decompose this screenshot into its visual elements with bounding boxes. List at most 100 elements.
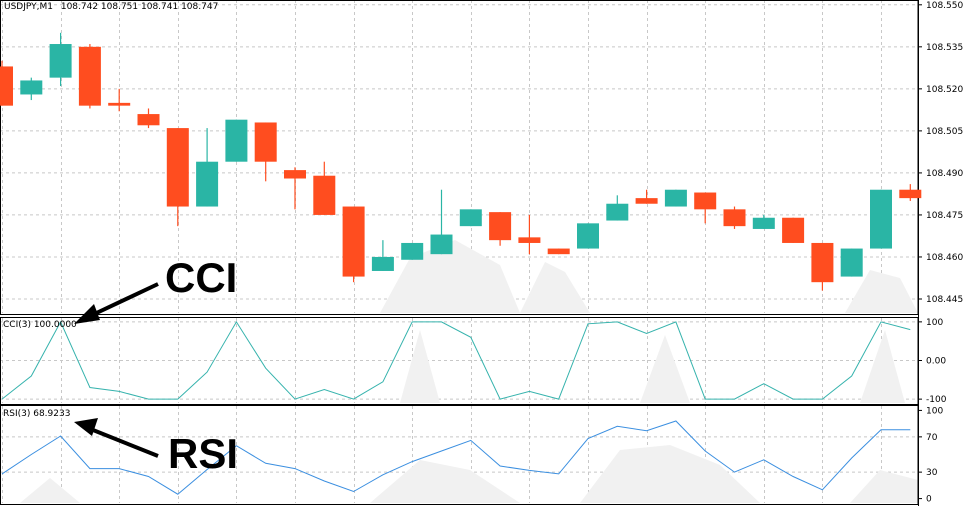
- candle-body: [284, 170, 306, 179]
- candle: [225, 119, 248, 162]
- candle-body: [108, 102, 131, 106]
- shade-shape: [845, 270, 918, 313]
- rsi-line: [1, 420, 911, 495]
- candle-body: [0, 66, 13, 106]
- candle-body: [430, 234, 453, 255]
- candle-body: [78, 46, 101, 106]
- indicator-tick-label: 0: [926, 495, 932, 505]
- candle: [664, 189, 687, 207]
- rsi-callout-arrow: [74, 418, 159, 458]
- candle: [254, 122, 277, 182]
- candle: [284, 167, 306, 210]
- candle: [606, 195, 629, 221]
- candle-body: [49, 44, 72, 78]
- candle-body: [664, 189, 687, 207]
- candle: [577, 223, 599, 249]
- indicator-tick-label: 30: [926, 468, 938, 478]
- candle: [78, 44, 101, 109]
- shade-shape: [400, 330, 440, 403]
- candle-body: [313, 175, 336, 215]
- ohlc-values: 108.742 108.751 108.741 108.747: [61, 2, 218, 12]
- candle-body: [547, 248, 570, 255]
- candle-body: [723, 209, 746, 227]
- candle: [840, 248, 863, 277]
- price-tick-label: 108.550: [926, 1, 963, 11]
- price-tick-label: 108.445: [926, 295, 963, 305]
- cci-axis: 100 0.00 -100: [918, 318, 947, 405]
- symbol-header: USDJPY,M1 108.742 108.751 108.741 108.74…: [4, 2, 218, 12]
- candle-body: [371, 256, 394, 271]
- shade-shape: [580, 445, 760, 503]
- indicator-tick-label: 0.00: [926, 357, 946, 367]
- price-tick-label: 108.535: [926, 43, 963, 53]
- price-tick-label: 108.520: [926, 85, 963, 95]
- shade-shape: [370, 460, 520, 503]
- candle: [899, 184, 922, 201]
- candle: [313, 161, 336, 215]
- symbol-title: USDJPY,M1: [4, 2, 53, 12]
- candle-body: [782, 217, 805, 243]
- candle: [108, 88, 131, 112]
- candle: [635, 189, 658, 204]
- candle: [459, 209, 482, 227]
- price-tick-label: 108.460: [926, 253, 963, 263]
- candle: [782, 217, 805, 243]
- candle-body: [459, 209, 482, 227]
- cci-callout-arrow: [74, 282, 159, 324]
- candle: [371, 240, 394, 271]
- candle-body: [752, 217, 775, 229]
- candle: [401, 242, 424, 260]
- candle-body: [870, 189, 892, 249]
- price-tick-label: 108.505: [926, 127, 963, 137]
- candle: [137, 108, 160, 129]
- candle: [752, 214, 775, 229]
- candle-body: [137, 114, 160, 126]
- candle: [20, 77, 43, 101]
- background-volume-shading: [20, 240, 918, 503]
- shade-shape: [20, 478, 80, 503]
- price-tick-label: 108.490: [926, 169, 963, 179]
- candle-body: [635, 198, 658, 204]
- indicator-tick-label: 70: [926, 433, 938, 443]
- candle: [196, 128, 219, 207]
- candle-body: [811, 242, 834, 283]
- shade-shape: [860, 330, 905, 403]
- indicator-tick-label: -100: [926, 395, 947, 405]
- candle: [0, 60, 13, 106]
- candle: [489, 212, 512, 246]
- candle-body: [166, 128, 189, 207]
- shade-shape: [850, 470, 918, 503]
- candle: [811, 242, 834, 291]
- candle: [518, 214, 541, 255]
- pane-frames: [0, 0, 919, 506]
- candle: [342, 206, 365, 283]
- price-tick-label: 108.475: [926, 211, 963, 221]
- candlestick-series: [0, 32, 922, 291]
- indicator-tick-label: 100: [926, 318, 943, 328]
- cci-line: [1, 320, 911, 400]
- price-axis: 108.550 108.535 108.520 108.505 108.490 108.4…: [918, 1, 963, 305]
- candle-body: [401, 242, 424, 260]
- candle-body: [899, 189, 922, 199]
- rsi-axis: 100 70 30 0: [918, 406, 943, 505]
- candle: [49, 32, 72, 87]
- rsi-header: RSI(3) 68.9233: [3, 409, 70, 419]
- cci-header: CCI(3) 100.0000: [3, 320, 77, 330]
- candle-body: [577, 223, 599, 249]
- candle: [547, 248, 570, 255]
- candle-body: [840, 248, 863, 277]
- candle-body: [518, 237, 541, 243]
- cci-callout-label: CCI: [165, 254, 237, 301]
- candle-body: [196, 161, 219, 207]
- candle: [723, 206, 746, 229]
- indicator-tick-label: 100: [926, 406, 943, 416]
- candle: [870, 189, 892, 249]
- rsi-callout-label: RSI: [168, 430, 238, 477]
- candle-body: [606, 203, 629, 221]
- shade-shape: [640, 335, 690, 403]
- candle: [694, 192, 717, 224]
- candle-body: [225, 119, 248, 162]
- candle-body: [694, 192, 717, 210]
- candle-body: [489, 212, 512, 241]
